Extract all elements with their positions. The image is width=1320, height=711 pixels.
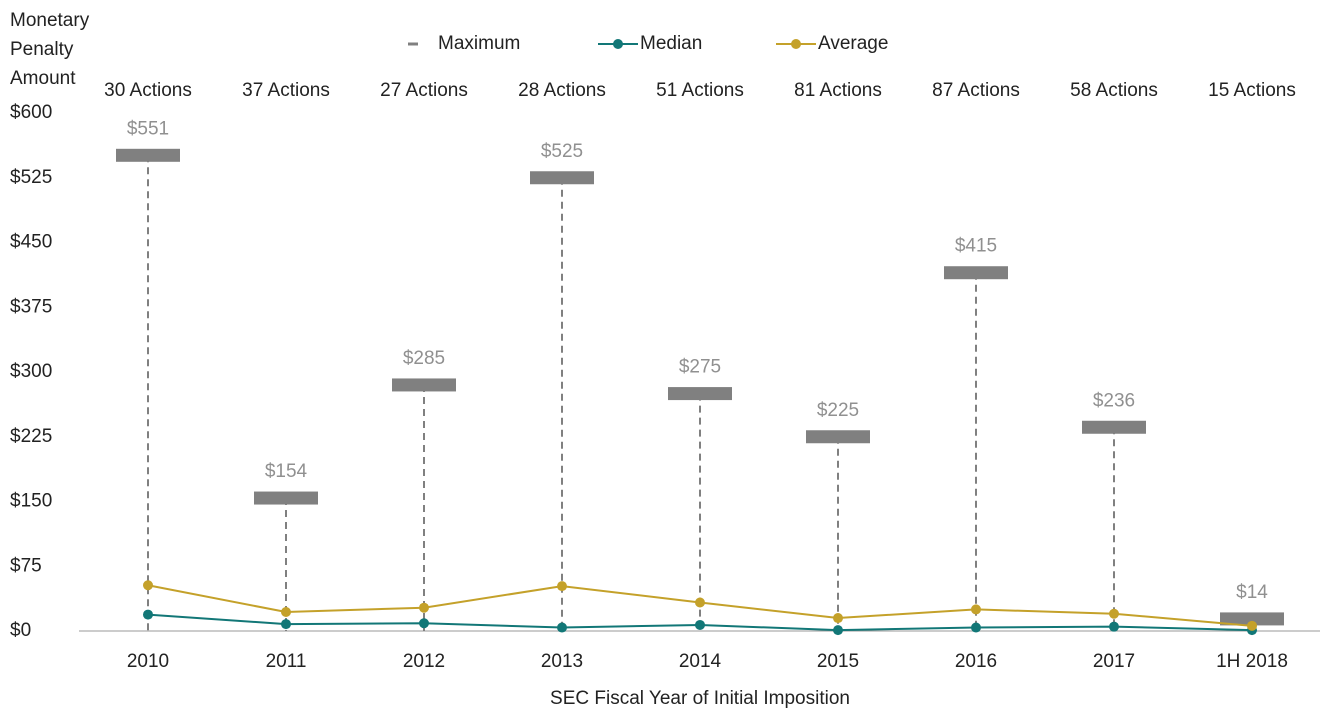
y-tick-label: $75	[10, 555, 42, 576]
x-tick-label: 2015	[817, 651, 859, 672]
max-bar	[806, 430, 870, 444]
y-tick-label: $300	[10, 361, 52, 382]
x-tick-label: 2014	[679, 651, 722, 672]
max-bar	[530, 171, 594, 185]
action-count: 15 Actions	[1208, 80, 1296, 101]
max-label: $275	[679, 357, 721, 378]
line-point	[419, 618, 429, 629]
legend-swatch-dot	[613, 39, 623, 49]
line-point	[971, 604, 981, 615]
max-label: $285	[403, 348, 445, 369]
max-label: $415	[955, 236, 997, 257]
line-point	[281, 607, 291, 618]
max-bar	[944, 266, 1008, 280]
line-point	[1109, 621, 1119, 632]
max-bar	[1082, 420, 1146, 434]
y-tick-label: $0	[10, 620, 31, 641]
action-count: 58 Actions	[1070, 80, 1158, 101]
y-tick-label: $225	[10, 426, 52, 447]
line-point	[833, 613, 843, 624]
x-tick-label: 2017	[1093, 651, 1135, 672]
line-point	[833, 625, 843, 636]
max-label: $551	[127, 118, 169, 139]
line-point	[557, 581, 567, 592]
x-tick-label: 2012	[403, 651, 445, 672]
legend-label: Maximum	[438, 33, 520, 54]
x-axis-title: SEC Fiscal Year of Initial Imposition	[550, 688, 850, 709]
legend-label: Average	[818, 33, 888, 54]
line-point	[419, 602, 429, 613]
max-bar	[1220, 612, 1284, 626]
x-tick-label: 2011	[266, 651, 307, 672]
y-axis-title: Monetary Penalty Amount	[10, 10, 90, 89]
y-tick-label: $150	[10, 491, 52, 512]
line-point	[695, 597, 705, 608]
action-count: 37 Actions	[242, 80, 330, 101]
action-count: 87 Actions	[932, 80, 1020, 101]
line-point	[1247, 620, 1257, 631]
line-point	[281, 619, 291, 630]
x-tick-label: 2010	[127, 651, 169, 672]
max-bar	[116, 148, 180, 162]
x-tick-label: 1H 2018	[1216, 651, 1288, 672]
max-label: $225	[817, 400, 859, 421]
line-point	[1109, 608, 1119, 619]
legend-swatch-dot	[791, 39, 801, 49]
y-tick-label: $450	[10, 232, 52, 253]
action-count: 30 Actions	[104, 80, 192, 101]
action-count: 28 Actions	[518, 80, 606, 101]
max-bar	[668, 387, 732, 401]
max-label: $525	[541, 141, 583, 162]
line-point	[143, 580, 153, 591]
line-point	[695, 619, 705, 630]
action-count: 27 Actions	[380, 80, 468, 101]
x-tick-label: 2013	[541, 651, 583, 672]
action-count: 81 Actions	[794, 80, 882, 101]
x-tick-label: 2016	[955, 651, 997, 672]
action-count: 51 Actions	[656, 80, 744, 101]
max-bar	[254, 491, 318, 505]
max-label: $236	[1093, 390, 1135, 411]
y-tick-label: $375	[10, 296, 52, 317]
max-bar	[392, 378, 456, 392]
line-point	[557, 622, 567, 633]
line-point	[143, 609, 153, 620]
max-label: $14	[1236, 582, 1268, 603]
y-tick-label: $525	[10, 167, 52, 188]
max-label: $154	[265, 461, 308, 482]
line-point	[971, 622, 981, 633]
y-tick-label: $600	[10, 102, 52, 123]
legend-label: Median	[640, 33, 702, 54]
